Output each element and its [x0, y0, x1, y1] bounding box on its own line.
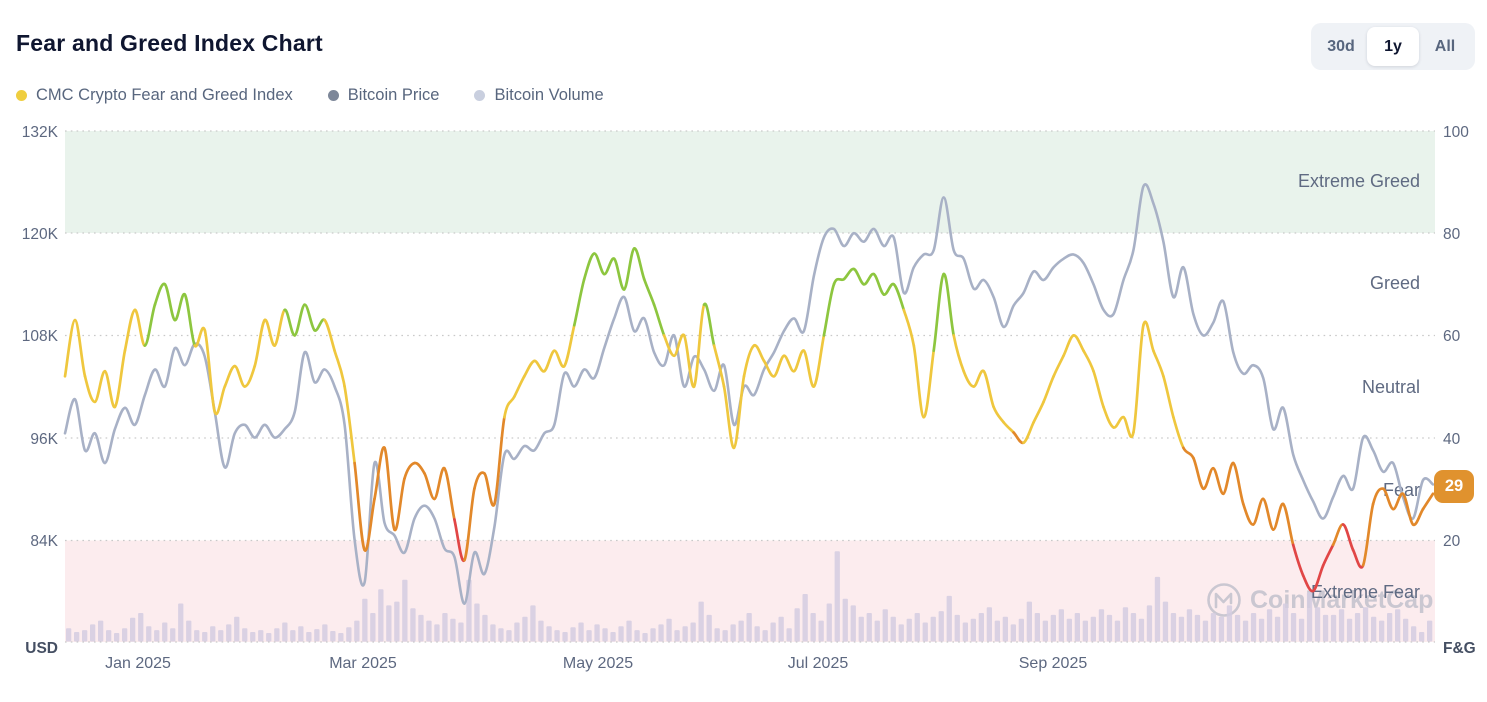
left-axis-tick: 96K: [30, 431, 58, 448]
x-axis-label: Sep 2025: [1018, 655, 1088, 672]
zone-label-extreme-fear: Extreme Fear: [1311, 582, 1420, 602]
zone-label-extreme-greed: Extreme Greed: [1298, 171, 1420, 191]
x-axis-label: May 2025: [562, 655, 634, 672]
coinmarketcap-logo-icon: [1207, 583, 1241, 617]
range-button-1y[interactable]: 1y: [1367, 27, 1419, 66]
right-axis-tick: 100: [1443, 124, 1469, 141]
left-axis-unit: USD: [25, 640, 58, 657]
right-axis-tick: 60: [1443, 328, 1461, 345]
x-axis-label: Mar 2025: [329, 655, 397, 672]
range-button-30d[interactable]: 30d: [1315, 27, 1367, 66]
time-range-selector: 30d 1y All: [1311, 23, 1475, 70]
extreme-greed-band: [65, 131, 1435, 233]
left-axis-tick: 120K: [21, 226, 58, 243]
zone-label-greed: Greed: [1370, 273, 1420, 293]
range-button-all[interactable]: All: [1419, 27, 1471, 66]
x-axis-label: Jan 2025: [105, 655, 171, 672]
legend-label: Bitcoin Price: [347, 86, 440, 104]
right-axis-unit: F&G: [1443, 640, 1476, 657]
fg-index-dot-icon: [16, 90, 27, 101]
chart-legend: CMC Crypto Fear and Greed Index Bitcoin …: [16, 86, 604, 105]
page-title: Fear and Greed Index Chart: [16, 30, 323, 56]
legend-label: CMC Crypto Fear and Greed Index: [36, 86, 293, 104]
legend-label: Bitcoin Volume: [494, 86, 604, 104]
legend-item-fg-index[interactable]: CMC Crypto Fear and Greed Index: [16, 86, 293, 105]
right-axis-tick: 20: [1443, 533, 1461, 550]
right-axis-tick: 80: [1443, 226, 1461, 243]
right-axis-tick: 40: [1443, 431, 1461, 448]
left-axis-tick: 84K: [30, 533, 58, 550]
bitcoin-price-dot-icon: [327, 90, 339, 101]
current-fg-value-badge: 29: [1434, 470, 1474, 503]
legend-item-bitcoin-price[interactable]: Bitcoin Price: [327, 86, 440, 105]
x-axis-label: Jul 2025: [787, 655, 849, 672]
legend-item-bitcoin-volume[interactable]: Bitcoin Volume: [474, 86, 604, 105]
left-axis-tick: 108K: [21, 328, 58, 345]
zone-label-neutral: Neutral: [1362, 377, 1420, 397]
bitcoin-volume-dot-icon: [474, 90, 486, 101]
left-axis-tick: 132K: [21, 124, 58, 141]
